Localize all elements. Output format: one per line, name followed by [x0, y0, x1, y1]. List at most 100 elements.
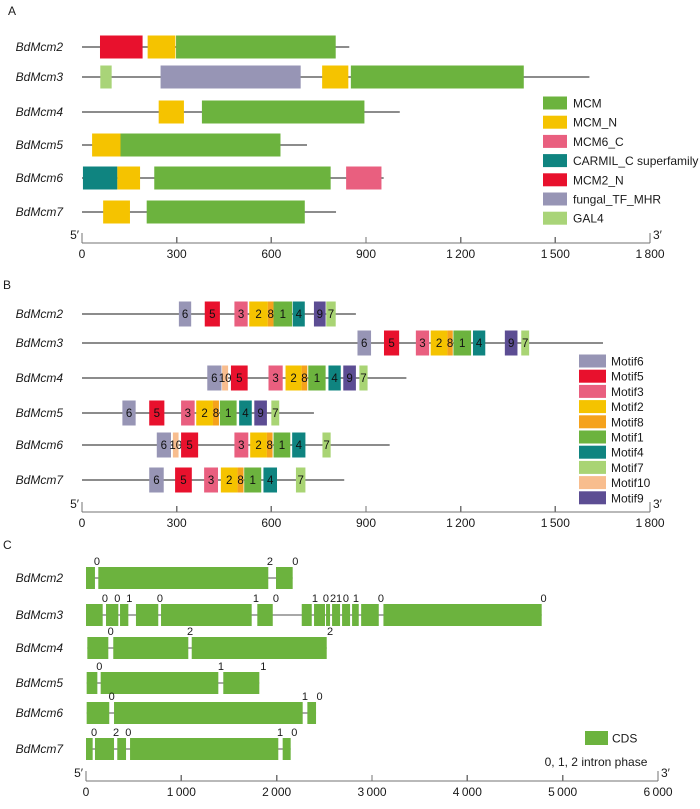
exon-box: [383, 604, 542, 626]
motif-box-1: [244, 467, 262, 493]
axis-3prime-label: 3′: [653, 497, 663, 511]
exon-box: [120, 604, 129, 626]
domain-box-MCM: [120, 133, 281, 157]
intron-phase-label: 0: [378, 593, 384, 605]
axis-panel-A: 0 300 600 900 1 200 1 500 1 800 5′ 3′: [70, 228, 665, 261]
axis-tick-label: 900: [356, 516, 376, 530]
motif-box-8: [301, 365, 308, 391]
motif-box-5: [181, 432, 199, 458]
intron-phase-label: 1: [277, 727, 283, 739]
domain-box-MCM: [146, 200, 305, 224]
motif-number: 6: [161, 440, 167, 452]
domain-box-MCM_N: [158, 100, 184, 124]
exon-box: [332, 604, 341, 626]
domain-box-MCM_N: [147, 35, 176, 59]
intron-phase-label: 0: [292, 556, 298, 568]
motif-number: 8: [237, 475, 243, 487]
exon-box: [314, 604, 326, 626]
intron-phase-label: 2: [330, 593, 336, 605]
domain-box-MCM: [350, 65, 524, 89]
exon-box: [275, 567, 293, 589]
motif-box-1: [308, 365, 326, 391]
motif-box-1: [273, 301, 293, 327]
motif-number: 6: [361, 338, 367, 350]
motif-number: 5: [388, 338, 394, 350]
row-label: BdMcm6: [16, 438, 64, 452]
legend-swatch: [579, 445, 606, 459]
motif-box-2: [196, 400, 213, 426]
axis-tick-label: 1 200: [446, 247, 475, 261]
panel-letter-c: C: [3, 538, 12, 552]
row-label: BdMcm5: [16, 676, 64, 690]
intron-phase-label: 2: [327, 626, 333, 638]
exon-box: [282, 738, 291, 760]
exon-box: [223, 672, 260, 694]
motif-number: 1: [459, 338, 465, 350]
motif-number: 1: [225, 408, 231, 420]
motif-number: 4: [476, 338, 483, 350]
axis-3prime-label: 3′: [661, 766, 671, 780]
exon-box: [361, 604, 379, 626]
domain-box-GAL4: [100, 65, 112, 89]
gene-row-BdMcm5: BdMcm5 0 1 1: [16, 661, 266, 694]
intron-phase-label: 0: [157, 593, 163, 605]
motif-box-4: [328, 365, 341, 391]
intron-phase-label: 0: [102, 593, 108, 605]
legend-label: CDS: [612, 732, 637, 746]
legend-swatch: [579, 430, 606, 444]
axis-tick-label: 600: [261, 247, 281, 261]
exon-box: [130, 738, 279, 760]
legend-label: Motif2: [611, 400, 644, 414]
motif-box-5: [149, 400, 165, 426]
exon-box: [352, 604, 359, 626]
motif-box-5: [383, 330, 400, 356]
legend-swatch: [579, 460, 606, 474]
intron-phase-label: 1: [353, 593, 359, 605]
gene-row-BdMcm2: BdMcm2 0 2 0: [16, 556, 298, 589]
exon-box: [94, 738, 115, 760]
motif-number: 9: [317, 309, 323, 321]
motif-box-7: [271, 400, 280, 426]
motif-box-3: [234, 432, 249, 458]
legend-label: MCM_N: [573, 116, 617, 130]
motif-row-BdMcm3: BdMcm3 6 5 3 2 8 1 4 9 7: [16, 330, 603, 356]
exon-box: [307, 702, 317, 724]
intron-phase-label: 1: [336, 593, 342, 605]
motif-box-7: [359, 365, 368, 391]
exon-box: [86, 672, 98, 694]
intron-phase-label: 2: [267, 556, 273, 568]
motif-number: 4: [331, 373, 338, 385]
motif-number: 7: [323, 440, 329, 452]
motif-number: 7: [272, 408, 278, 420]
legend-label: MCM6_C: [573, 135, 624, 149]
row-label: BdMcm2: [16, 40, 64, 54]
motif-number: 7: [297, 475, 303, 487]
motif-box-9: [343, 365, 356, 391]
domain-box-MCM_N: [117, 166, 141, 190]
exon-box: [161, 604, 252, 626]
motif-number: 6: [126, 408, 132, 420]
axis-tick-label: 300: [167, 247, 187, 261]
legend-label: fungal_TF_MHR: [573, 193, 661, 207]
intron-phase-label: 0: [114, 593, 120, 605]
motif-box-2: [249, 301, 268, 327]
row-label: BdMcm6: [16, 706, 64, 720]
intron-phase-label: 1: [302, 691, 308, 703]
motif-box-8: [267, 301, 274, 327]
legend-label: Motif6: [611, 355, 644, 369]
motif-box-5: [204, 301, 220, 327]
row-label: BdMcm3: [16, 70, 64, 84]
motif-number: 4: [242, 408, 249, 420]
row-label: BdMcm7: [16, 742, 65, 756]
intron-phase-label: 0: [541, 593, 547, 605]
motif-number: 5: [186, 440, 192, 452]
row-label: BdMcm4: [16, 371, 64, 385]
motif-number: 2: [290, 373, 296, 385]
row-label: BdMcm2: [16, 571, 64, 585]
motif-box-6: [156, 432, 171, 458]
protein-row-BdMcm6: BdMcm6: [16, 166, 384, 190]
